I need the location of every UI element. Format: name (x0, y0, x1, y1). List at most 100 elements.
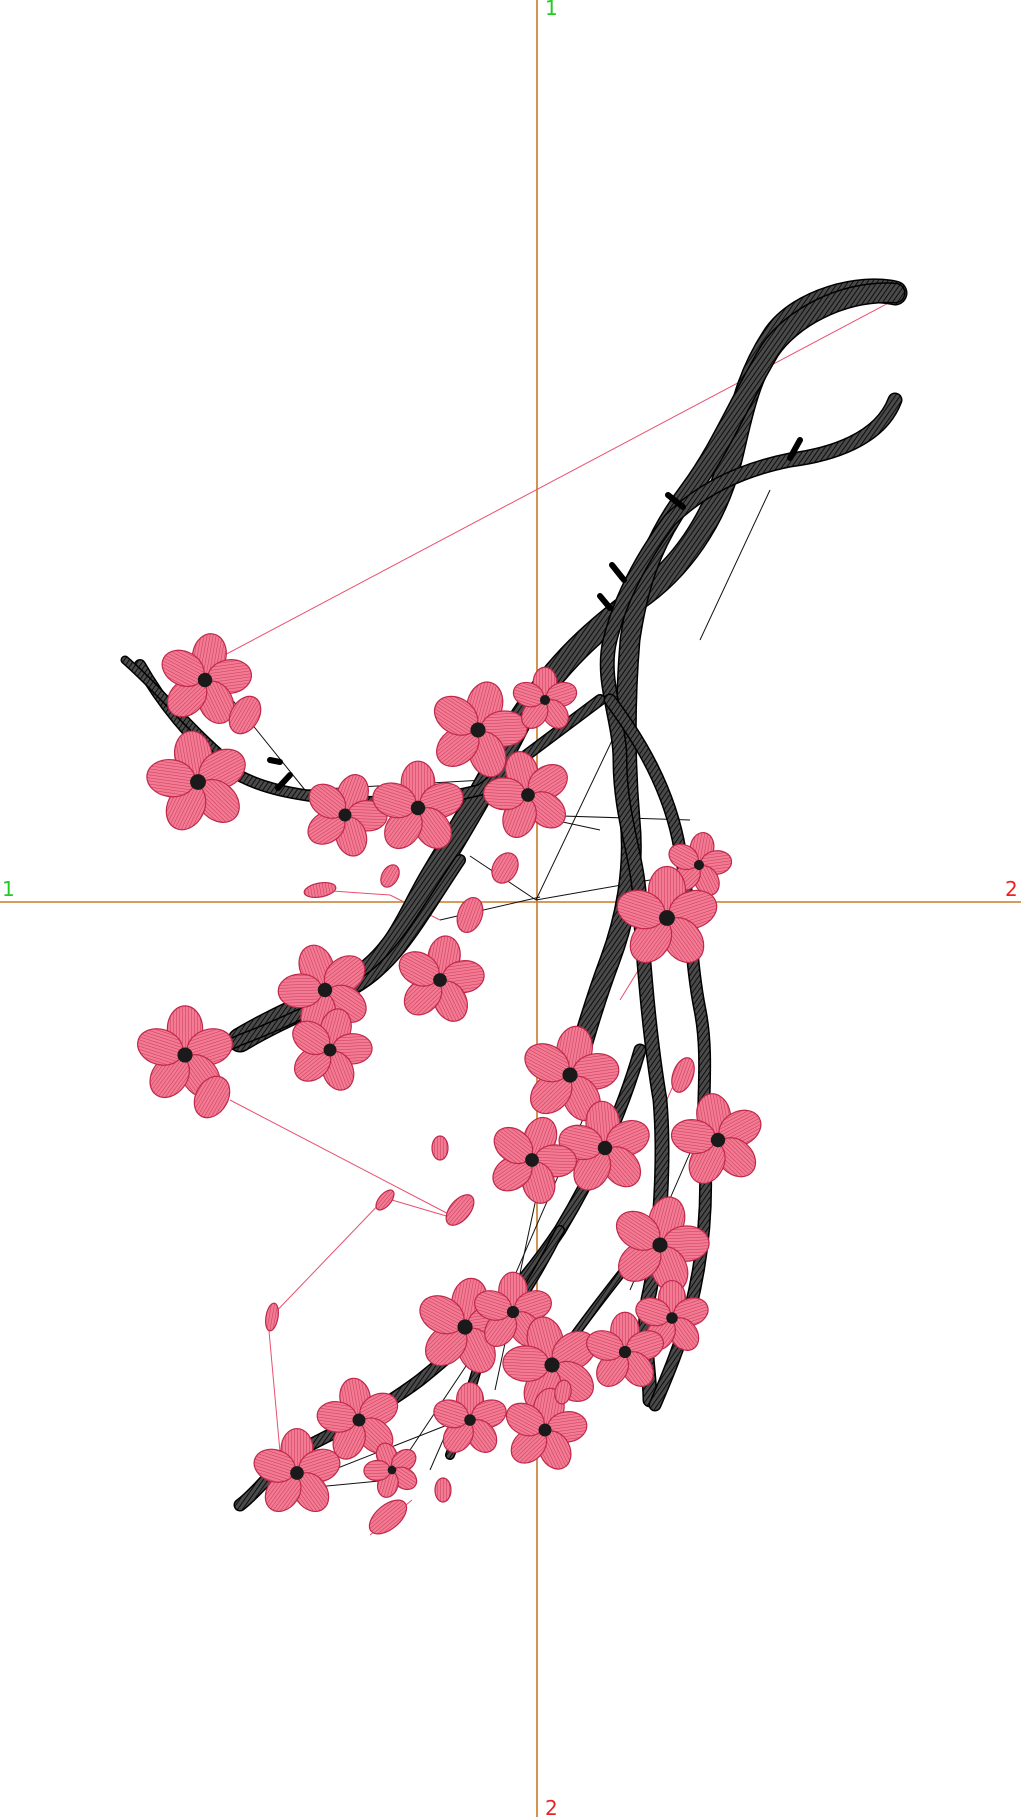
blossom-bud-icon (456, 896, 484, 934)
blossom-bud-icon (380, 864, 400, 888)
pink-jump-stitch (229, 1099, 461, 1221)
blossom-bud-icon (193, 1075, 231, 1119)
blossom-bud-icon (431, 1135, 449, 1161)
flower-center (387, 1465, 397, 1475)
bud-body (491, 852, 519, 884)
black-jump-stitch (699, 489, 771, 641)
cherry-blossom-icon (253, 1427, 341, 1512)
cherry-blossom-icon (433, 1381, 507, 1453)
bud-body (265, 1302, 279, 1332)
guide-label-top: 1 (545, 0, 558, 20)
cherry-blossom-icon (146, 730, 246, 831)
flower-center (538, 1423, 552, 1437)
flower-center (525, 1153, 539, 1167)
cherry-blossom-icon (524, 1025, 620, 1122)
cherry-blossom-icon (670, 1093, 762, 1184)
flower-center (652, 1237, 668, 1253)
branch-twig (609, 562, 627, 583)
blossom-bud-icon (445, 1194, 475, 1226)
branch-satin-fill (229, 279, 906, 1051)
flower-center (457, 1319, 473, 1335)
flower-center (338, 808, 352, 822)
cherry-blossom-icon (292, 1008, 373, 1091)
cherry-blossom-icon (482, 751, 568, 838)
flower-center (177, 1047, 193, 1063)
flower-center (618, 1345, 632, 1359)
cherry-blossom-icon (161, 633, 253, 724)
bud-body (380, 864, 400, 888)
cherry-blossom-icon (492, 1116, 578, 1204)
cherry-blossom-icon (363, 1442, 418, 1498)
flower-center (323, 1043, 337, 1057)
petal (363, 1459, 391, 1482)
bud-group (193, 695, 695, 1535)
black-jump-stitch (535, 727, 619, 901)
flower-center (506, 1305, 520, 1319)
bud-body (445, 1194, 475, 1226)
branch-twig (597, 593, 613, 611)
flower-center (539, 694, 551, 706)
bud-body (228, 695, 262, 735)
bud-body (434, 1477, 452, 1503)
flower-center (666, 1312, 678, 1324)
blossom-bud-icon (434, 1477, 452, 1503)
bud-body (431, 1135, 449, 1161)
flower-center (470, 722, 486, 738)
flower-center (521, 788, 535, 802)
flower-center (597, 1140, 613, 1156)
flower-center (190, 774, 206, 790)
branch-twig (787, 437, 803, 461)
bud-body (193, 1075, 231, 1119)
branch-twig (267, 757, 283, 765)
cherry-blossom-icon (136, 1005, 234, 1099)
branch-twig (275, 772, 293, 791)
blossom-group (136, 633, 762, 1512)
cherry-blossom-icon (616, 865, 718, 964)
branch-twig (665, 492, 686, 510)
bud-body (671, 1057, 695, 1093)
flower-center (693, 859, 705, 871)
cherry-blossom-icon (512, 666, 578, 729)
cherry-blossom-icon (419, 1277, 515, 1374)
flower-center (290, 1466, 304, 1480)
blossom-bud-icon (375, 1189, 395, 1211)
flower-center (352, 1413, 366, 1427)
bud-body (554, 1379, 572, 1405)
flower-center (433, 973, 447, 987)
blossom-bud-icon (228, 695, 262, 735)
flower-center (544, 1357, 560, 1373)
pink-jump-stitch (267, 1197, 386, 1321)
flower-center (410, 800, 426, 816)
black-jump-stitch (439, 896, 541, 921)
bud-body (456, 896, 484, 934)
blossom-bud-icon (554, 1379, 572, 1405)
blossom-bud-icon (491, 852, 519, 884)
flower-center (562, 1067, 578, 1083)
bud-body (375, 1189, 395, 1211)
guide-label-bottom: 2 (545, 1796, 558, 1820)
bud-body (303, 881, 337, 899)
guide-label-left: 1 (2, 877, 15, 901)
guide-label-right: 2 (1005, 877, 1018, 901)
blossom-bud-icon (303, 881, 337, 899)
blossom-bud-icon (671, 1057, 695, 1093)
flower-center (197, 672, 213, 688)
cherry-blossom-icon (586, 1311, 664, 1387)
flower-center (464, 1414, 476, 1426)
blossom-bud-icon (265, 1302, 279, 1332)
branch-satin-fill (561, 283, 904, 1099)
flower-center (659, 910, 675, 926)
flower-center (710, 1132, 726, 1148)
cherry-blossom-icon (307, 774, 388, 857)
blossom-bud-icon (368, 1499, 408, 1535)
pink-jump-stitch (267, 1319, 281, 1453)
cherry-blossom-icon (398, 935, 485, 1022)
cherry-blossom-icon (372, 760, 464, 850)
cherry-blossom-icon (615, 1196, 710, 1293)
bud-body (368, 1499, 408, 1535)
pink-jump-stitch (201, 297, 899, 668)
flower-center (317, 982, 333, 998)
cherry-blossom-icon (558, 1100, 650, 1191)
cherry-blossom-icon (433, 681, 528, 778)
